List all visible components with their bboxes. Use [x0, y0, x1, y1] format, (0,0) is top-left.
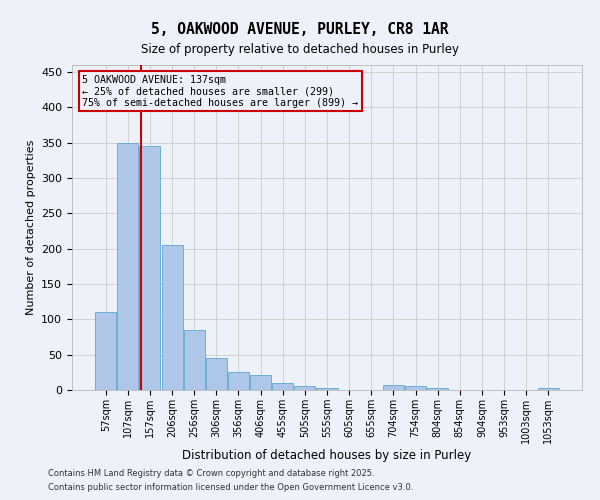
Text: Contains public sector information licensed under the Open Government Licence v3: Contains public sector information licen… — [48, 484, 413, 492]
Bar — [538, 388, 559, 390]
X-axis label: Distribution of detached houses by size in Purley: Distribution of detached houses by size … — [182, 448, 472, 462]
Bar — [95, 312, 116, 390]
Bar — [405, 386, 426, 390]
Bar — [272, 383, 293, 390]
Bar — [250, 375, 271, 390]
Bar — [228, 372, 249, 390]
Y-axis label: Number of detached properties: Number of detached properties — [26, 140, 35, 315]
Bar — [161, 245, 182, 390]
Bar — [295, 386, 316, 390]
Text: 5 OAKWOOD AVENUE: 137sqm
← 25% of detached houses are smaller (299)
75% of semi-: 5 OAKWOOD AVENUE: 137sqm ← 25% of detach… — [82, 74, 358, 108]
Bar — [206, 358, 227, 390]
Bar — [427, 388, 448, 390]
Bar — [383, 385, 404, 390]
Text: Size of property relative to detached houses in Purley: Size of property relative to detached ho… — [141, 42, 459, 56]
Bar — [139, 146, 160, 390]
Bar — [184, 330, 205, 390]
Text: Contains HM Land Registry data © Crown copyright and database right 2025.: Contains HM Land Registry data © Crown c… — [48, 468, 374, 477]
Bar — [316, 388, 338, 390]
Text: 5, OAKWOOD AVENUE, PURLEY, CR8 1AR: 5, OAKWOOD AVENUE, PURLEY, CR8 1AR — [151, 22, 449, 38]
Bar — [118, 142, 139, 390]
